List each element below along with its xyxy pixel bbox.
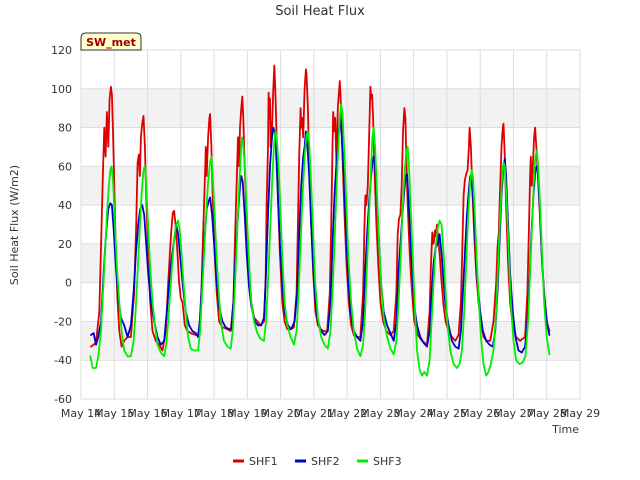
- x-axis-label: Time: [551, 423, 579, 436]
- x-tick-label: May 17: [161, 407, 201, 420]
- x-tick-label: May 28: [527, 407, 567, 420]
- y-axis-tick-labels: -60 -40 -20 0 20 40 60 80 100 120: [51, 44, 72, 406]
- plot-area-frame: [80, 49, 581, 400]
- x-tick-label: May 16: [127, 407, 167, 420]
- y-tick-label: 60: [58, 160, 72, 173]
- y-tick-label: -40: [54, 354, 72, 367]
- grid-band: [81, 88, 580, 128]
- y-tick-label: -20: [54, 315, 72, 328]
- y-axis-label: Soil Heat Flux (W/m2): [8, 165, 21, 285]
- x-tick-label: May 21: [294, 407, 334, 420]
- x-tick-label: May 24: [394, 407, 434, 420]
- series-line-shf1: [90, 64, 551, 352]
- y-tick-label: 0: [65, 277, 72, 290]
- y-tick-label: 20: [58, 238, 72, 251]
- x-tick-label: May 26: [460, 407, 500, 420]
- legend-label: SHF3: [373, 455, 402, 468]
- x-tick-label: May 29: [560, 407, 600, 420]
- series-line-shf3: [89, 103, 551, 377]
- site-badge-label: SW_met: [86, 36, 136, 49]
- site-badge-box: [80, 32, 142, 51]
- x-tick-label: May 22: [327, 407, 367, 420]
- site-badge: SW_met: [80, 32, 142, 51]
- legend-label: SHF1: [249, 455, 278, 468]
- x-tick-label: May 20: [260, 407, 300, 420]
- x-tick-label: May 14: [61, 407, 101, 420]
- legend-item-shf3: SHF3: [357, 455, 402, 468]
- grid-bands: [81, 88, 580, 361]
- x-tick-label: May 27: [493, 407, 533, 420]
- y-tick-label: 80: [58, 122, 72, 135]
- y-tick-label: 40: [58, 199, 72, 212]
- grid-band: [81, 166, 580, 206]
- chart-title: Soil Heat Flux: [275, 4, 365, 19]
- y-tick-label: -60: [54, 393, 72, 406]
- legend-label: SHF2: [311, 455, 340, 468]
- y-tick-label: 100: [51, 83, 72, 96]
- y-tick-label: 120: [51, 44, 72, 57]
- x-tick-label: May 23: [360, 407, 400, 420]
- x-tick-label: May 25: [427, 407, 467, 420]
- legend: SHF1 SHF2 SHF3: [233, 455, 402, 468]
- x-tick-label: May 18: [194, 407, 234, 420]
- series-layer: [89, 64, 551, 377]
- legend-item-shf1: SHF1: [233, 455, 278, 468]
- x-tick-label: May 15: [94, 407, 134, 420]
- legend-item-shf2: SHF2: [295, 455, 340, 468]
- x-tick-label: May 19: [227, 407, 267, 420]
